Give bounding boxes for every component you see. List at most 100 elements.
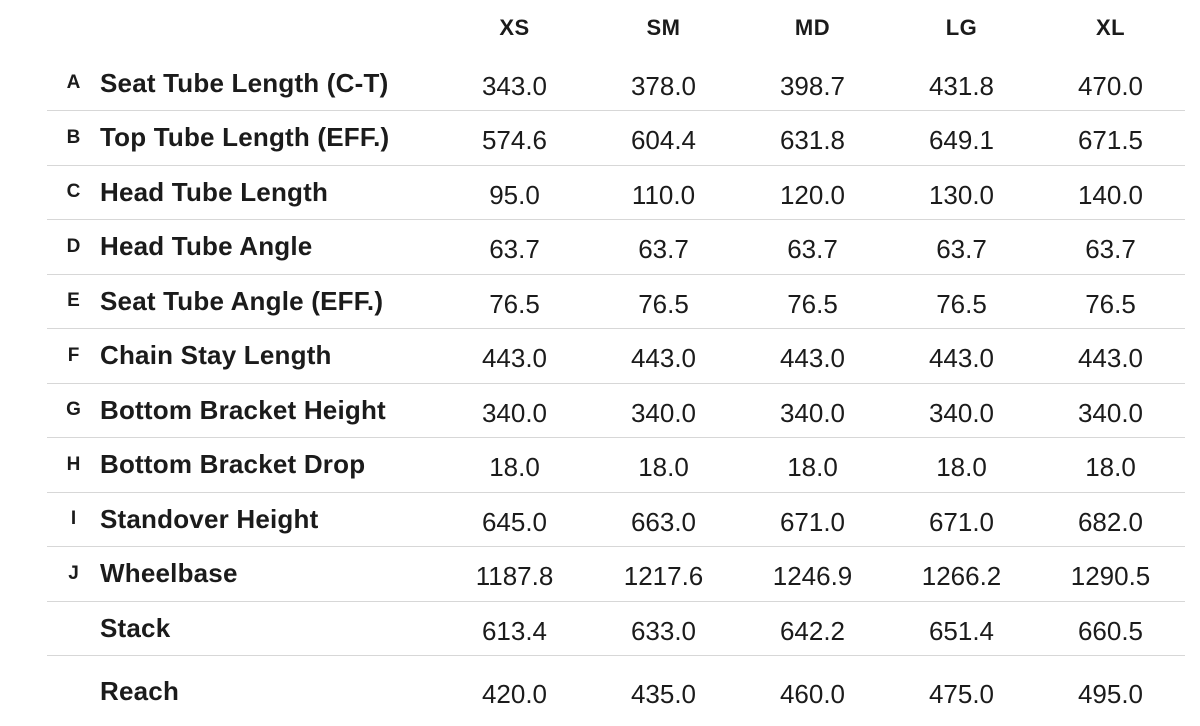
value-cell: 1290.5: [1070, 561, 1151, 592]
table-header-row: XS SM MD LG XL: [47, 0, 1185, 56]
value-cell: 18.0: [489, 452, 540, 483]
value-cell: 1187.8: [475, 561, 554, 592]
value-cell: 1217.6: [623, 561, 704, 592]
row-letter: C: [66, 181, 81, 203]
table-row: G Bottom Bracket Height 340.0 340.0 340.…: [47, 384, 1185, 438]
row-letter: D: [66, 235, 81, 257]
value-cell: 63.7: [489, 234, 540, 265]
table-row: I Standover Height 645.0 663.0 671.0 671…: [47, 493, 1185, 547]
value-cell: 398.7: [779, 70, 846, 101]
row-label: Standover Height: [100, 503, 319, 534]
table-row: E Seat Tube Angle (EFF.) 76.5 76.5 76.5 …: [47, 275, 1185, 329]
value-cell: 682.0: [1077, 506, 1144, 537]
row-label: Wheelbase: [100, 558, 238, 589]
row-letter: I: [70, 508, 77, 530]
row-label: Reach: [100, 675, 180, 706]
value-cell: 340.0: [1077, 397, 1144, 428]
row-label: Seat Tube Angle (EFF.): [100, 285, 384, 316]
row-label-cell: C Head Tube Length: [47, 177, 440, 208]
value-cell: 1246.9: [772, 561, 853, 592]
value-cell: 475.0: [928, 678, 995, 709]
value-cell: 343.0: [481, 70, 548, 101]
value-cell: 443.0: [481, 343, 548, 374]
value-cell: 340.0: [779, 397, 846, 428]
value-cell: 420.0: [481, 678, 548, 709]
value-cell: 443.0: [928, 343, 995, 374]
table-row: B Top Tube Length (EFF.) 574.6 604.4 631…: [47, 111, 1185, 166]
row-label-cell: H Bottom Bracket Drop: [47, 449, 440, 480]
value-cell: 18.0: [936, 452, 987, 483]
row-label-cell: Stack: [47, 613, 440, 644]
value-cell: 651.4: [928, 615, 995, 646]
value-cell: 431.8: [928, 70, 995, 101]
value-cell: 63.7: [936, 234, 987, 265]
value-cell: 443.0: [779, 343, 846, 374]
table-row: D Head Tube Angle 63.7 63.7 63.7 63.7 63…: [47, 220, 1185, 275]
value-cell: 645.0: [481, 506, 548, 537]
row-label: Head Tube Length: [100, 176, 329, 207]
table-row: C Head Tube Length 95.0 110.0 120.0 130.…: [47, 166, 1185, 220]
row-letter: A: [66, 72, 81, 93]
value-cell: 631.8: [779, 125, 846, 156]
row-label: Head Tube Angle: [100, 231, 313, 262]
value-cell: 18.0: [787, 452, 838, 483]
column-header-md: MD: [794, 15, 831, 40]
value-cell: 671.5: [1077, 125, 1144, 156]
row-label: Seat Tube Length (C-T): [100, 67, 389, 98]
value-cell: 633.0: [630, 615, 697, 646]
row-letter: G: [66, 399, 81, 421]
value-cell: 663.0: [630, 506, 697, 537]
value-cell: 76.5: [1085, 288, 1136, 319]
value-cell: 340.0: [481, 397, 548, 428]
value-cell: 63.7: [787, 234, 838, 265]
row-letter: E: [67, 290, 80, 312]
row-label: Stack: [100, 612, 171, 643]
row-letter: F: [67, 344, 80, 366]
row-label: Top Tube Length (EFF.): [100, 122, 390, 153]
table-row: Stack 613.4 633.0 642.2 651.4 660.5: [47, 602, 1185, 656]
value-cell: 495.0: [1077, 678, 1144, 709]
value-cell: 130.0: [928, 179, 995, 210]
row-label-cell: I Standover Height: [47, 504, 440, 535]
value-cell: 76.5: [936, 288, 987, 319]
value-cell: 140.0: [1077, 179, 1144, 210]
row-label-cell: F Chain Stay Length: [47, 340, 440, 371]
column-header-xs: XS: [499, 15, 530, 40]
value-cell: 340.0: [630, 397, 697, 428]
value-cell: 1266.2: [921, 561, 1002, 592]
row-label-cell: G Bottom Bracket Height: [47, 395, 440, 426]
value-cell: 76.5: [638, 288, 689, 319]
value-cell: 120.0: [779, 179, 846, 210]
value-cell: 443.0: [1077, 343, 1144, 374]
value-cell: 460.0: [779, 678, 846, 709]
geometry-table: XS SM MD LG XL A Seat Tube Length (C-T) …: [47, 0, 1185, 726]
value-cell: 642.2: [779, 615, 846, 646]
table-row: F Chain Stay Length 443.0 443.0 443.0 44…: [47, 329, 1185, 384]
value-cell: 63.7: [1085, 234, 1136, 265]
value-cell: 76.5: [787, 288, 838, 319]
value-cell: 76.5: [489, 288, 540, 319]
value-cell: 604.4: [630, 125, 697, 156]
value-cell: 470.0: [1077, 70, 1144, 101]
value-cell: 435.0: [630, 678, 697, 709]
value-cell: 574.6: [481, 125, 548, 156]
value-cell: 649.1: [928, 125, 995, 156]
value-cell: 63.7: [638, 234, 689, 265]
row-label-cell: J Wheelbase: [47, 558, 440, 589]
value-cell: 671.0: [779, 506, 846, 537]
table-row: H Bottom Bracket Drop 18.0 18.0 18.0 18.…: [47, 438, 1185, 493]
row-letter: B: [66, 126, 81, 148]
value-cell: 95.0: [489, 179, 540, 210]
row-label-cell: Reach: [47, 676, 440, 707]
column-header-sm: SM: [646, 15, 681, 40]
row-label-cell: D Head Tube Angle: [47, 231, 440, 262]
row-label: Bottom Bracket Height: [100, 394, 386, 425]
value-cell: 378.0: [630, 70, 697, 101]
value-cell: 340.0: [928, 397, 995, 428]
row-label: Chain Stay Length: [100, 340, 332, 371]
value-cell: 660.5: [1077, 615, 1144, 646]
value-cell: 110.0: [631, 179, 696, 210]
column-header-lg: LG: [945, 15, 978, 40]
table-row: Reach 420.0 435.0 460.0 475.0 495.0: [47, 656, 1185, 726]
column-header-xl: XL: [1095, 15, 1126, 40]
